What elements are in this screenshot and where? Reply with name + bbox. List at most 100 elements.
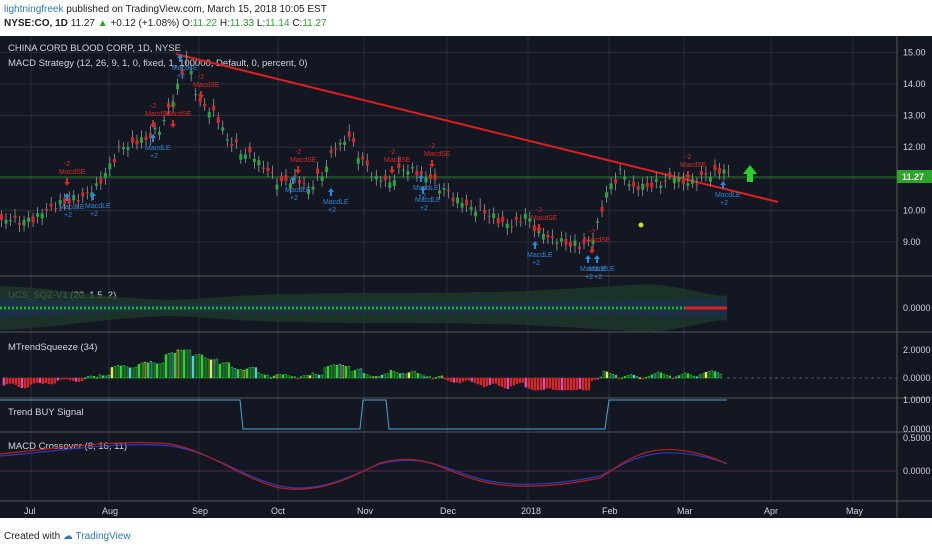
- candle-body[interactable]: [546, 234, 550, 238]
- candle-body[interactable]: [478, 205, 482, 207]
- candle-body[interactable]: [388, 182, 392, 188]
- candle-body[interactable]: [528, 218, 532, 222]
- candle-body[interactable]: [605, 192, 609, 198]
- candle-body[interactable]: [49, 203, 53, 207]
- candle-body[interactable]: [230, 143, 234, 146]
- candle-body[interactable]: [307, 189, 311, 195]
- candle-body[interactable]: [659, 185, 663, 188]
- candle-body[interactable]: [94, 183, 98, 186]
- candle-body[interactable]: [149, 133, 153, 139]
- candle-body[interactable]: [514, 216, 518, 220]
- candle-body[interactable]: [194, 94, 198, 96]
- candle-body[interactable]: [13, 215, 17, 218]
- candle-body[interactable]: [428, 174, 432, 179]
- candle-body[interactable]: [636, 186, 640, 190]
- candle-body[interactable]: [234, 139, 238, 143]
- candle-body[interactable]: [717, 167, 721, 174]
- candle-body[interactable]: [456, 197, 460, 204]
- candle-body[interactable]: [239, 154, 243, 160]
- candle-body[interactable]: [654, 179, 658, 182]
- candle-body[interactable]: [722, 169, 726, 174]
- candle-body[interactable]: [401, 169, 405, 171]
- candle-body[interactable]: [221, 127, 225, 131]
- candle-body[interactable]: [541, 234, 545, 240]
- candle-body[interactable]: [248, 146, 252, 153]
- candle-body[interactable]: [645, 183, 649, 188]
- candle-body[interactable]: [465, 199, 469, 206]
- candle-body[interactable]: [225, 139, 229, 141]
- candle-body[interactable]: [352, 137, 356, 143]
- candle-body[interactable]: [158, 131, 162, 136]
- candle-body[interactable]: [447, 190, 451, 192]
- candle-body[interactable]: [130, 137, 134, 143]
- candle-body[interactable]: [501, 216, 505, 223]
- candle-body[interactable]: [153, 127, 157, 130]
- candle-body[interactable]: [483, 209, 487, 214]
- candle-body[interactable]: [180, 69, 184, 75]
- candle-body[interactable]: [22, 220, 26, 226]
- candle-body[interactable]: [0, 214, 3, 220]
- candle-body[interactable]: [727, 171, 731, 173]
- candle-body[interactable]: [334, 148, 338, 150]
- candle-body[interactable]: [117, 145, 121, 147]
- candle-body[interactable]: [103, 173, 107, 178]
- candle-body[interactable]: [270, 172, 274, 174]
- candle-body[interactable]: [347, 131, 351, 137]
- candle-body[interactable]: [564, 238, 568, 245]
- candle-body[interactable]: [555, 242, 559, 244]
- candle-body[interactable]: [681, 178, 685, 184]
- candle-body[interactable]: [167, 103, 171, 108]
- candle-body[interactable]: [361, 156, 365, 160]
- candle-body[interactable]: [4, 219, 8, 224]
- candle-body[interactable]: [442, 188, 446, 190]
- candle-body[interactable]: [451, 197, 455, 202]
- candle-body[interactable]: [288, 183, 292, 189]
- candle-body[interactable]: [18, 222, 22, 226]
- candle-body[interactable]: [487, 215, 491, 217]
- candle-body[interactable]: [623, 176, 627, 180]
- candle-body[interactable]: [81, 192, 85, 197]
- candle-body[interactable]: [614, 179, 618, 184]
- candle-body[interactable]: [108, 163, 112, 170]
- candle-body[interactable]: [523, 213, 527, 219]
- candle-body[interactable]: [112, 158, 116, 163]
- candle-body[interactable]: [370, 176, 374, 178]
- candle-body[interactable]: [261, 167, 265, 169]
- candle-body[interactable]: [275, 184, 279, 190]
- candle-body[interactable]: [379, 180, 383, 182]
- candle-body[interactable]: [433, 173, 437, 180]
- candle-body[interactable]: [460, 203, 464, 208]
- candle-body[interactable]: [216, 117, 220, 123]
- candle-body[interactable]: [279, 175, 283, 182]
- candle-body[interactable]: [266, 167, 270, 172]
- candle-body[interactable]: [58, 200, 62, 205]
- candle-body[interactable]: [212, 105, 216, 111]
- candle-body[interactable]: [424, 176, 428, 183]
- candle-body[interactable]: [31, 216, 35, 223]
- candle-body[interactable]: [690, 179, 694, 184]
- candle-body[interactable]: [99, 178, 103, 184]
- candle-body[interactable]: [293, 175, 297, 177]
- candle-body[interactable]: [519, 221, 523, 223]
- candle-body[interactable]: [40, 213, 44, 219]
- author-link[interactable]: lightningfreek: [4, 4, 64, 15]
- candle-body[interactable]: [672, 177, 676, 184]
- candle-body[interactable]: [618, 168, 622, 170]
- candle-body[interactable]: [573, 240, 577, 246]
- candle-body[interactable]: [72, 195, 76, 201]
- candle-body[interactable]: [410, 167, 414, 169]
- candle-body[interactable]: [668, 172, 672, 176]
- candle-body[interactable]: [63, 198, 67, 204]
- candle-body[interactable]: [54, 208, 58, 210]
- candle-body[interactable]: [708, 176, 712, 182]
- candle-body[interactable]: [85, 192, 89, 194]
- candle-body[interactable]: [207, 112, 211, 118]
- candle-body[interactable]: [695, 184, 699, 186]
- candle-body[interactable]: [198, 97, 202, 103]
- candle-body[interactable]: [577, 246, 581, 249]
- candle-body[interactable]: [419, 171, 423, 175]
- candle-body[interactable]: [641, 183, 645, 190]
- candle-body[interactable]: [243, 154, 247, 159]
- candle-body[interactable]: [27, 217, 31, 222]
- candle-body[interactable]: [677, 176, 681, 182]
